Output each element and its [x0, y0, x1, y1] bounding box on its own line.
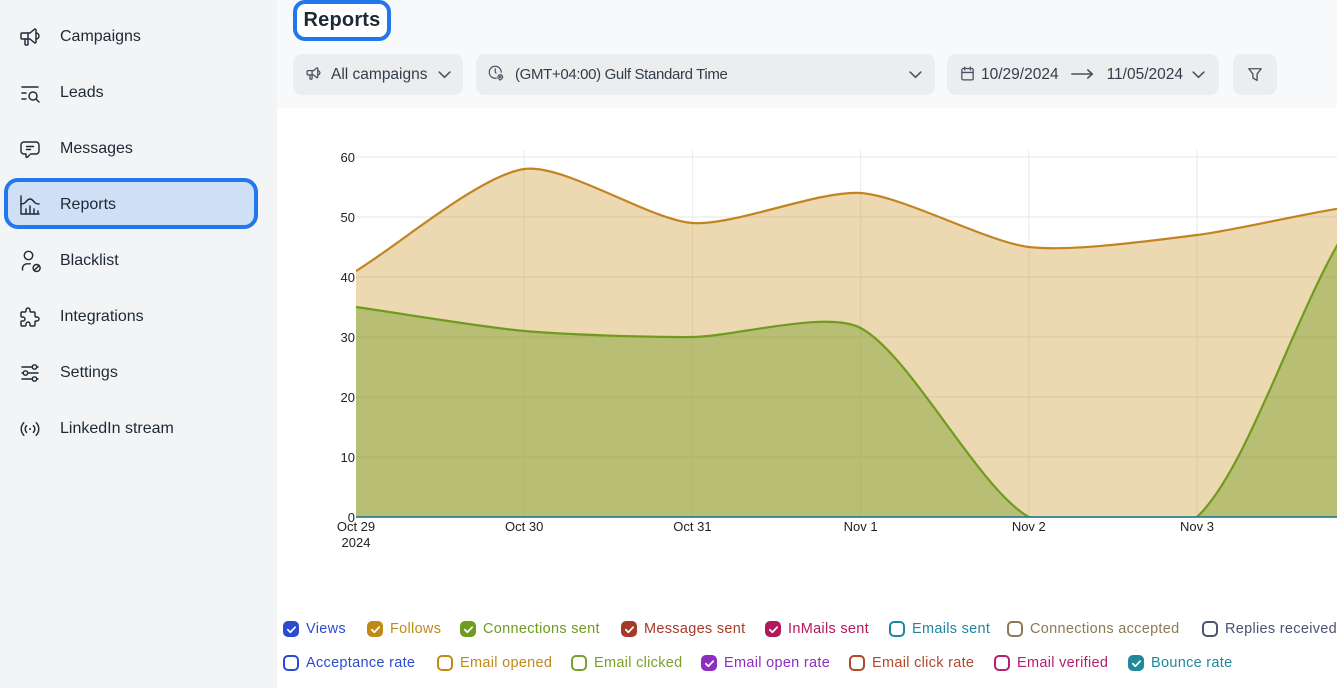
svg-text:40: 40: [341, 270, 355, 285]
svg-text:Oct 31: Oct 31: [673, 519, 711, 534]
svg-text:Oct 29: Oct 29: [337, 519, 375, 534]
svg-text:50: 50: [341, 210, 355, 225]
svg-text:60: 60: [341, 150, 355, 165]
svg-text:0: 0: [348, 510, 355, 525]
svg-text:30: 30: [341, 330, 355, 345]
svg-text:20: 20: [341, 390, 355, 405]
svg-text:2024: 2024: [342, 535, 371, 550]
svg-text:10: 10: [341, 450, 355, 465]
svg-text:Oct 30: Oct 30: [505, 519, 543, 534]
svg-text:Nov 2: Nov 2: [1012, 519, 1046, 534]
svg-text:Nov 1: Nov 1: [844, 519, 878, 534]
svg-text:Nov 3: Nov 3: [1180, 519, 1214, 534]
